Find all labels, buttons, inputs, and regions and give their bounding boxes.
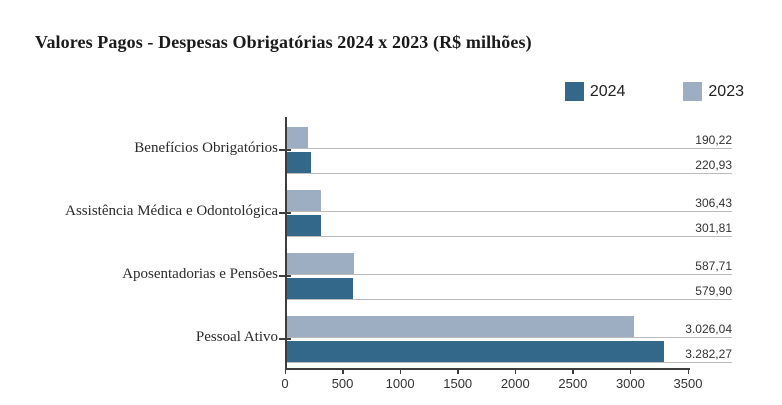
bar-2024-3: [286, 278, 353, 299]
grid-line: [285, 173, 732, 174]
category-label: Aposentadorias e Pensões: [122, 266, 278, 282]
value-label-2024: 301,81: [695, 221, 732, 235]
x-axis-line: [285, 368, 690, 370]
grid-line: [285, 274, 732, 275]
x-axis-tick: [284, 368, 286, 374]
bar-2023-1: [286, 127, 308, 148]
y-axis-line: [285, 117, 287, 368]
x-axis-tick: [572, 368, 574, 374]
grid-line: [285, 236, 732, 237]
legend: 2024 2023: [564, 82, 744, 101]
x-axis-tick: [629, 368, 632, 374]
category-label: Pessoal Ativo: [195, 329, 278, 345]
legend-item-2023: 2023: [683, 82, 744, 101]
x-axis-tick-label: 3000: [615, 376, 645, 391]
grid-line: [285, 211, 732, 212]
value-label-2024: 3.282,27: [685, 347, 732, 361]
x-axis-tick: [342, 368, 344, 374]
x-axis-tick-label: 0: [281, 376, 289, 391]
bar-2024-1: [286, 152, 311, 173]
chart-title: Valores Pagos - Despesas Obrigatórias 20…: [35, 32, 532, 52]
value-label-2023: 3.026,04: [685, 322, 732, 336]
grid-line: [285, 299, 732, 300]
value-label-2024: 220,93: [695, 158, 732, 172]
value-label-2024: 579,90: [695, 284, 732, 298]
legend-swatch-2024-icon: [564, 82, 584, 101]
x-axis-tick: [514, 368, 517, 374]
value-label-2023: 190,22: [695, 133, 732, 147]
legend-item-2024: 2024: [564, 82, 626, 101]
bar-2023-2: [286, 190, 321, 211]
value-label-2023: 587,71: [695, 259, 732, 273]
bar-2024-4: [286, 341, 664, 362]
x-axis-tick: [687, 368, 689, 374]
x-axis-tick-label: 3500: [673, 376, 703, 391]
x-axis-tick-label: 2500: [558, 376, 588, 391]
category-label: Benefícios Obrigatórios: [134, 140, 278, 156]
x-axis-tick: [457, 368, 459, 374]
x-axis-tick: [399, 368, 402, 374]
legend-label-2024: 2024: [589, 82, 626, 100]
grid-line: [285, 362, 732, 363]
legend-swatch-2023-icon: [683, 82, 703, 101]
bar-2024-2: [286, 215, 321, 236]
bar-2023-4: [286, 316, 634, 337]
x-axis-tick-label: 1500: [443, 376, 473, 391]
legend-label-2023: 2023: [708, 82, 744, 100]
value-label-2023: 306,43: [695, 196, 732, 210]
category-label: Assistência Médica e Odontológica: [65, 203, 278, 219]
grid-line: [285, 148, 732, 149]
x-axis-tick-label: 1000: [385, 376, 415, 391]
x-axis-tick-label: 500: [331, 376, 354, 391]
bar-2023-3: [286, 253, 354, 274]
grid-line: [285, 337, 732, 338]
x-axis-tick-label: 2000: [500, 376, 530, 391]
